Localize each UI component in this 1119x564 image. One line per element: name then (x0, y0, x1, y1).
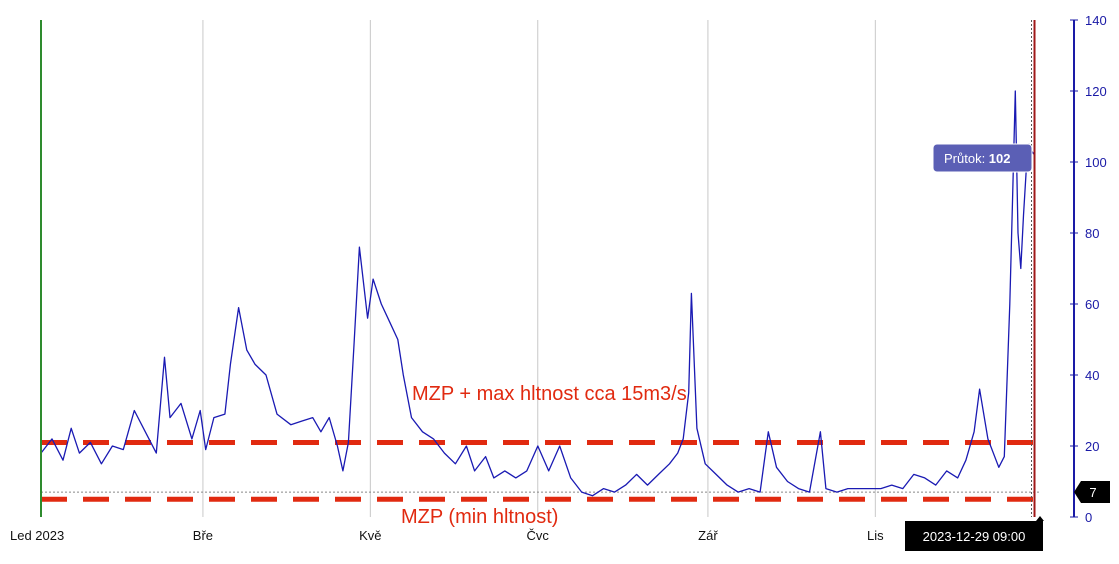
y-tick-label: 60 (1085, 297, 1099, 312)
x-tick-label: Lis (867, 528, 884, 543)
cursor-date-box (905, 521, 1043, 551)
x-tick-label: Led 2023 (10, 528, 64, 543)
x-tick-label: Zář (698, 528, 718, 543)
y-tick-labels: 0 20 40 60 80 100 120 140 (1070, 13, 1107, 525)
markers (40, 20, 1036, 517)
annotation-max-label: MZP + max hltnost cca 15m3/s (412, 383, 687, 405)
tooltip: Průtok: 102 (932, 143, 1033, 173)
y-tick-label: 0 (1085, 510, 1092, 525)
x-tick-label: Čvc (527, 528, 550, 543)
y-tick-label: 120 (1085, 84, 1107, 99)
reference-lines (41, 439, 1040, 502)
series-layer (40, 90, 1036, 497)
cursor-date-label: 2023-12-29 09:00 (905, 516, 1044, 551)
cursor-date-pointer (1036, 516, 1044, 521)
x-tick-label: Bře (193, 528, 213, 543)
annotation-min-label: MZP (min hltnost) (401, 506, 558, 528)
x-tick-label: Kvě (359, 528, 381, 543)
series-line-Průtok (40, 90, 1036, 497)
y-tick-label: 80 (1085, 226, 1099, 241)
y-tick-label: 140 (1085, 13, 1107, 28)
tooltip-label: Průtok: (944, 151, 989, 166)
current-value-badge-text: 7 (1089, 485, 1096, 500)
tooltip-text: Průtok: 102 (944, 151, 1011, 166)
cursor-date-text: 2023-12-29 09:00 (923, 529, 1026, 544)
y-tick-label: 40 (1085, 368, 1099, 383)
tooltip-box (932, 143, 1033, 173)
y-tick-label: 100 (1085, 155, 1107, 170)
y-tick-label: 20 (1085, 439, 1099, 454)
tooltip-value: 102 (989, 151, 1011, 166)
current-value-badge: 7 (1074, 481, 1110, 503)
x-tick-labels: Led 2023 Bře Kvě Čvc Zář Lis (10, 528, 884, 543)
current-value-badge-shape (1074, 481, 1110, 503)
